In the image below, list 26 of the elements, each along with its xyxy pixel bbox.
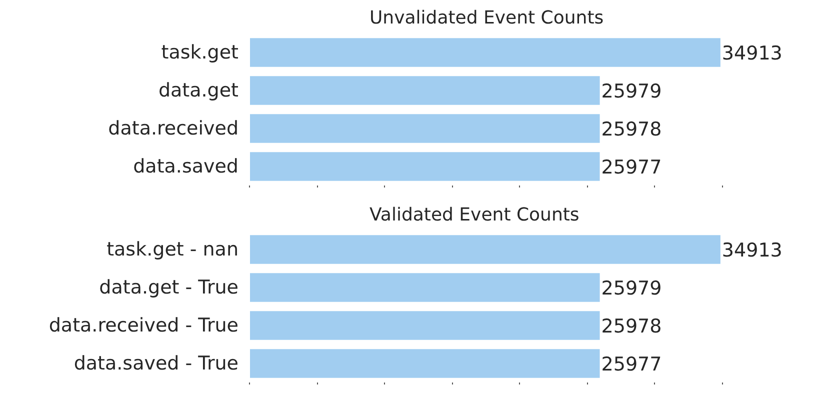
y-tick-label: data.saved (133, 156, 239, 178)
data-label: 25978 (601, 316, 662, 338)
y-tick-label: task.get (161, 42, 238, 64)
y-tick-label: data.received (108, 118, 238, 140)
bar (250, 37, 722, 68)
data-label: 25977 (601, 156, 662, 178)
chart-title: Validated Event Counts (370, 204, 580, 226)
data-label: 25979 (601, 278, 662, 300)
bar (250, 151, 601, 182)
chart-title: Unvalidated Event Counts (370, 8, 604, 28)
data-label: 25977 (601, 354, 662, 376)
bar (250, 234, 722, 265)
bar (250, 113, 601, 144)
bar (250, 272, 601, 303)
bar (250, 310, 601, 341)
y-tick-label: data.get - True (99, 276, 238, 298)
data-label: 25979 (601, 80, 662, 102)
bar (250, 348, 601, 379)
y-tick-label: data.received - True (48, 314, 239, 336)
data-label: 34913 (722, 42, 782, 64)
y-tick-label: task.get - nan (106, 238, 239, 260)
data-label: 34913 (722, 240, 782, 262)
y-tick-label: data.get (158, 80, 239, 102)
bar (250, 75, 601, 106)
data-label: 25978 (601, 118, 662, 140)
y-tick-label: data.saved - True (74, 352, 239, 374)
